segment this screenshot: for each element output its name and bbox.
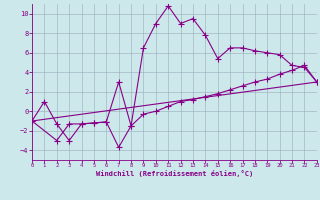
X-axis label: Windchill (Refroidissement éolien,°C): Windchill (Refroidissement éolien,°C) xyxy=(96,170,253,177)
